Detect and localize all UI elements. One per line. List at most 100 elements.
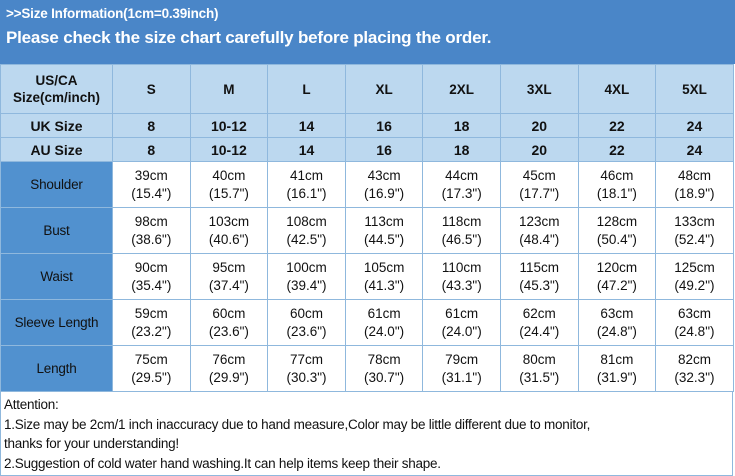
size-column-header: L [267, 64, 346, 114]
cell-inch: (50.4") [596, 231, 637, 247]
row-label: Waist [0, 253, 113, 300]
cell-inch: (41.3") [364, 277, 405, 293]
cell-cm: 113cm [364, 213, 404, 229]
cell-value: 24 [655, 113, 734, 138]
cell-inch: (15.7") [208, 185, 249, 201]
cell-cm: 44cm [445, 167, 479, 183]
measurement-cell: 76cm (29.9") [189, 345, 269, 392]
size-column-header: 5XL [655, 64, 734, 114]
cell-cm: 48cm [677, 167, 711, 183]
cell-cm: 81cm [600, 351, 634, 367]
measurement-cell: 78cm (30.7") [344, 345, 424, 392]
corner-header-line2: Size(cm/inch) [12, 90, 101, 105]
cell-cm: 45cm [522, 167, 556, 183]
measurement-cell: 59cm (23.2") [112, 299, 191, 346]
measurement-cell: 103cm (40.6") [189, 207, 269, 254]
cell-value: 14 [267, 113, 346, 138]
measurement-cell: 39cm (15.4") [112, 161, 191, 208]
size-column-header: 3XL [499, 64, 579, 114]
cell-inch: (15.4") [131, 185, 172, 201]
measurement-cell: 61cm (24.0") [344, 299, 424, 346]
measurement-cell: 120cm (47.2") [577, 253, 657, 300]
cell-value: 18 [422, 137, 501, 162]
cell-value: 8 [112, 113, 191, 138]
cell-cm: 60cm [289, 305, 323, 321]
cell-cm: 39cm [134, 167, 168, 183]
measurement-cell: 45cm (17.7") [499, 161, 579, 208]
table-row-shoulder: Shoulder 39cm (15.4") 40cm (15.7") 41cm (16… [0, 161, 734, 208]
cell-inch: (48.4") [519, 231, 560, 247]
size-column-header: M [189, 64, 269, 114]
cell-cm: 63cm [600, 305, 634, 321]
cell-cm: 61cm [367, 305, 401, 321]
size-column-header: S [112, 64, 191, 114]
cell-cm: 105cm [363, 259, 405, 275]
cell-cm: 63cm [677, 305, 711, 321]
cell-value: 22 [577, 137, 657, 162]
table-row-au-size: AU Size 8 10-12 14 16 18 20 22 24 [0, 137, 734, 162]
cell-cm: 61cm [445, 305, 479, 321]
cell-inch: (18.1") [596, 185, 637, 201]
cell-inch: (31.5") [519, 369, 560, 385]
cell-value: 20 [499, 137, 579, 162]
cell-cm: 79cm [445, 351, 479, 367]
measurement-cell: 128cm (50.4") [577, 207, 657, 254]
measurement-cell: 115cm (45.3") [499, 253, 579, 300]
measurement-cell: 95cm (37.4") [189, 253, 269, 300]
cell-inch: (29.5") [131, 369, 172, 385]
cell-value: 10-12 [189, 137, 269, 162]
cell-inch: (18.9") [674, 185, 715, 201]
cell-cm: 120cm [596, 259, 638, 275]
cell-cm: 100cm [286, 259, 327, 275]
cell-cm: 108cm [286, 213, 327, 229]
cell-value: 22 [577, 113, 657, 138]
measurement-cell: 113cm (44.5") [344, 207, 424, 254]
measurement-cell: 79cm (31.1") [422, 345, 501, 392]
cell-value: 16 [344, 113, 424, 138]
measurement-cell: 80cm (31.5") [499, 345, 579, 392]
measurement-cell: 110cm (43.3") [422, 253, 501, 300]
cell-cm: 125cm [674, 259, 715, 275]
cell-cm: 128cm [596, 213, 638, 229]
measurement-cell: 90cm (35.4") [112, 253, 191, 300]
attention-line: thanks for your understanding! [4, 436, 179, 451]
measurement-cell: 40cm (15.7") [189, 161, 269, 208]
cell-inch: (23.2") [131, 323, 172, 339]
cell-inch: (45.3") [519, 277, 560, 293]
banner-subtitle: >>Size Information(1cm=0.39inch) [6, 6, 219, 21]
measurement-cell: 48cm (18.9") [655, 161, 734, 208]
row-label: Length [0, 345, 113, 392]
measurement-cell: 125cm (49.2") [655, 253, 734, 300]
cell-inch: (35.4") [131, 277, 172, 293]
cell-inch: (42.5") [286, 231, 327, 247]
table-header-row: US/CA Size(cm/inch) S M L XL 2XL 3XL 4XL… [0, 64, 734, 114]
measurement-cell: 63cm (24.8") [577, 299, 657, 346]
banner-title: Please check the size chart carefully be… [6, 28, 492, 47]
cell-cm: 118cm [441, 213, 482, 229]
table-row-bust: Bust 98cm (38.6") 103cm (40.6") 108cm (42.5… [0, 207, 734, 254]
cell-cm: 80cm [522, 351, 556, 367]
cell-inch: (38.6") [131, 231, 172, 247]
cell-inch: (24.0") [441, 323, 482, 339]
cell-value: 8 [112, 137, 191, 162]
row-label: UK Size [0, 113, 113, 138]
cell-inch: (24.8") [674, 323, 715, 339]
cell-cm: 40cm [212, 167, 246, 183]
cell-inch: (37.4") [208, 277, 249, 293]
measurement-cell: 118cm (46.5") [422, 207, 501, 254]
row-label: Bust [0, 207, 113, 254]
cell-inch: (40.6") [208, 231, 249, 247]
size-column-header: XL [344, 64, 424, 114]
cell-inch: (30.3") [286, 369, 327, 385]
attention-note: Attention: 1.Size may be 2cm/1 inch inac… [0, 392, 733, 476]
measurement-cell: 133cm (52.4") [655, 207, 734, 254]
cell-value: 18 [422, 113, 501, 138]
cell-cm: 110cm [441, 259, 482, 275]
cell-inch: (49.2") [674, 277, 715, 293]
cell-inch: (24.4") [519, 323, 560, 339]
cell-cm: 46cm [600, 167, 634, 183]
cell-inch: (46.5") [441, 231, 482, 247]
cell-cm: 41cm [289, 167, 323, 183]
measurement-cell: 81cm (31.9") [577, 345, 657, 392]
